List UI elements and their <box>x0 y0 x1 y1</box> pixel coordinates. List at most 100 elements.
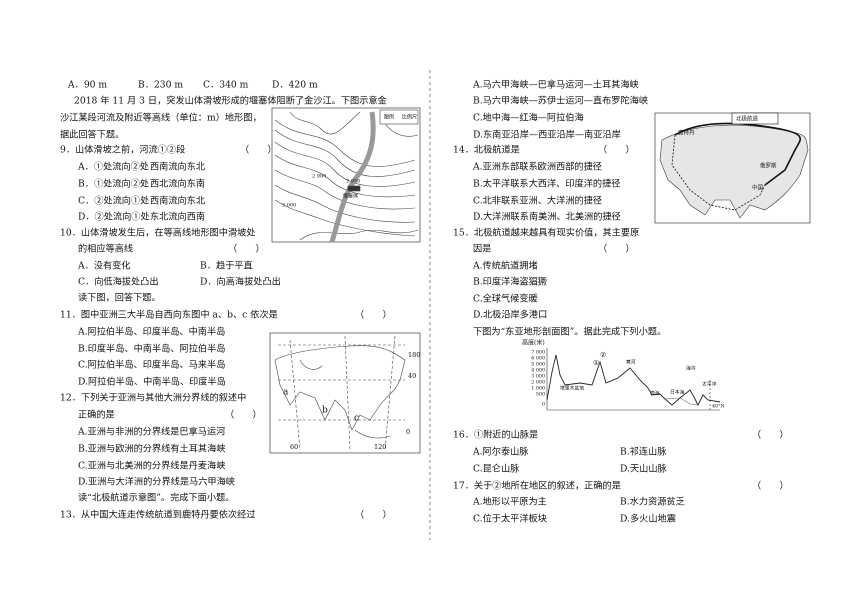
map-label: 图例 <box>384 114 394 121</box>
option-detail: 西北流向东南 <box>150 178 205 190</box>
question-stem: 因是 <box>473 244 491 255</box>
question-stem: 11．图中亚洲三大半岛自西向东图中 a、b、c 依次是 <box>60 309 278 321</box>
option: D.大洋洲联系南美洲、北美洲的捷径 <box>473 211 621 223</box>
map-label: 180 <box>408 351 420 359</box>
axis-label: 1 000 <box>531 386 545 392</box>
map-label: 鹿特丹 <box>678 129 695 137</box>
question-stem: 的相应等高线 <box>78 243 133 255</box>
option: A．①处流向②处 <box>77 161 149 173</box>
answer-blank: （ ） <box>355 510 392 521</box>
option: C.昆仑山脉 <box>473 463 519 475</box>
map-label: 40 <box>408 372 416 380</box>
latitude-label: 40°N <box>712 404 725 410</box>
option: D.北极沿岸多港口 <box>473 309 547 321</box>
option: B.印度洋海盗猖獗 <box>473 276 547 288</box>
option-detail: 西南流向东北 <box>150 195 205 207</box>
option: D.天山山脉 <box>620 463 667 475</box>
option: B.水力资源贫乏 <box>620 496 685 508</box>
option: A.阿拉伯半岛、印度半岛、中南半岛 <box>77 326 225 338</box>
axis-label: 4 000 <box>531 368 545 374</box>
option: B.马六甲海峡—苏伊士运河—直布罗陀海峡 <box>473 95 648 107</box>
option: C.地中海—红海—阿拉伯海 <box>473 112 584 124</box>
profile-label: ① <box>593 359 599 367</box>
map-label: a <box>283 388 289 398</box>
map-label: 北极航道 <box>736 115 759 123</box>
option: C.阿拉伯半岛、印度半岛、马来半岛 <box>78 359 225 371</box>
profile-label: 塔里木盆地 <box>560 385 584 392</box>
question-stem: 9．山体滑坡之前，河流①②段 <box>60 144 185 156</box>
option: A.传统航道拥堵 <box>472 260 538 272</box>
profile-label: 海沟 <box>686 365 696 372</box>
asia-map <box>269 332 421 454</box>
answer-blank: （ ） <box>752 481 789 492</box>
axis-label: 3 000 <box>531 374 545 380</box>
option: B．230 m <box>138 80 183 91</box>
axis-label: 500 <box>536 392 545 398</box>
option: A．没有变化 <box>77 260 131 272</box>
map-label: 60 <box>290 443 298 451</box>
answer-blank: （ ） <box>598 145 635 156</box>
answer-blank: （ ） <box>240 145 277 156</box>
answer-blank: （ ） <box>355 310 392 321</box>
option: A.亚洲东部联系欧洲西部的捷径 <box>472 161 602 173</box>
option: C．②处流向①处 <box>78 195 149 207</box>
option: D．420 m <box>272 80 318 91</box>
option: D.阿拉伯半岛、中南半岛、印度半岛 <box>78 376 226 388</box>
option: D．向高海拔处凸出 <box>200 276 281 288</box>
map-label: c <box>354 414 359 424</box>
option: C．340 m <box>203 80 249 91</box>
option: B．①处流向②处 <box>78 178 149 190</box>
option: B.太平洋联系大西洋、印度洋的捷径 <box>473 178 620 190</box>
map-label: 堰塞体 <box>343 193 358 200</box>
arctic-map <box>654 112 811 224</box>
question-stem: 13．从中国大连走传统航道到鹿特丹要依次经过 <box>60 509 255 521</box>
passage: 沙江某段河流及附近等高线（单位：m）地形图， <box>60 112 262 124</box>
axis-label: 0 <box>542 402 545 408</box>
option: C.亚洲与北美洲的分界线是丹麦海峡 <box>78 460 225 472</box>
axis-label: 5 000 <box>531 362 545 368</box>
option: D．②处流向①处 <box>78 211 150 223</box>
map-label: 2 900 <box>312 174 326 180</box>
passage: 读“北极航道示意图”。完成下面小题。 <box>78 492 234 504</box>
option: A.地形以平原为主 <box>472 496 547 508</box>
question-stem: 10．山体滑坡发生后，在等高线地形图中滑坡处 <box>60 227 255 239</box>
axis-label: 2 000 <box>531 380 545 386</box>
map-label: b <box>322 406 328 416</box>
option: D.多火山地震 <box>620 513 676 525</box>
profile-label: 渤海 <box>650 390 660 397</box>
option: A．90 m <box>67 80 107 91</box>
passage: 下图为“东亚地形剖面图”。据此完成下列小题。 <box>473 326 666 338</box>
option-detail: 东北流向西南 <box>150 211 205 223</box>
passage: 读下图，回答下题。 <box>78 292 161 304</box>
profile-label: 日本海 <box>670 389 685 396</box>
option: C．向低海拔处凸出 <box>78 276 159 288</box>
answer-blank: （ ） <box>225 410 262 421</box>
question-stem: 14．北极航道是 <box>453 144 520 156</box>
map-label: 3 000 <box>282 203 296 209</box>
option: B.祁连山脉 <box>620 446 666 458</box>
question-stem: 正确的是 <box>78 409 115 421</box>
map-label: 俄罗斯 <box>760 162 777 170</box>
passage: 2018 年 11 月 3 日，突发山体滑坡形成的堰塞体阻断了金沙江。下图示意金 <box>74 95 387 107</box>
option: B.亚洲与欧洲的分界线有土耳其海峡 <box>78 443 225 455</box>
profile-label: 太平洋 <box>702 381 717 388</box>
option: A.亚洲与非洲的分界线是巴拿马运河 <box>77 426 225 438</box>
option: B．趋于平直 <box>200 260 253 272</box>
option-detail: 西南流向东北 <box>150 161 205 173</box>
option: C.全球气候变暖 <box>473 293 538 305</box>
answer-blank: （ ） <box>598 244 635 255</box>
answer-blank: （ ） <box>752 430 789 441</box>
map-label: 比例尺 <box>402 114 417 121</box>
option: A.阿尔泰山脉 <box>472 446 529 458</box>
option: D.亚洲与大洋洲的分界线是马六甲海峡 <box>78 476 235 488</box>
option: B.印度半岛、中南半岛、阿拉伯半岛 <box>78 343 225 355</box>
question-stem: 15．北极航道越来越具有现实价值，其主要原 <box>453 227 639 239</box>
option: D.东南亚沿岸—西亚沿岸—南亚沿岸 <box>473 129 621 141</box>
axis-title: 高度(米) <box>522 339 545 347</box>
axis-label: 7 000 <box>531 350 545 356</box>
answer-blank: （ ） <box>228 244 265 255</box>
profile-chart <box>546 348 721 411</box>
map-label: 中国 <box>752 184 764 192</box>
option: C.位于太平洋板块 <box>473 513 547 525</box>
